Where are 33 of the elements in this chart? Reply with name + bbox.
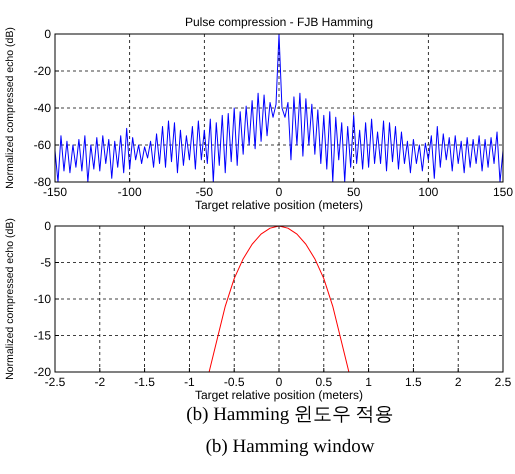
x-axis-title: Target relative position (meters) bbox=[194, 388, 364, 402]
y-tick-label: -10 bbox=[34, 292, 52, 306]
x-tick-label: -1 bbox=[184, 375, 196, 389]
y-tick-label: -15 bbox=[34, 328, 52, 342]
y-tick-label: -5 bbox=[40, 256, 52, 270]
x-tick-label: 2 bbox=[454, 375, 462, 389]
x-tick-label: 100 bbox=[418, 185, 439, 199]
x-tick-label: 0.5 bbox=[315, 375, 332, 389]
x-tick-label: 0 bbox=[276, 375, 283, 389]
x-tick-label: 0 bbox=[276, 185, 283, 199]
x-tick-label: 1 bbox=[365, 375, 372, 389]
y-axis-title: Normalized compressed echo (dB) bbox=[4, 27, 16, 189]
text: (b) Hamming window bbox=[206, 436, 375, 457]
x-tick-label: -1.5 bbox=[134, 375, 156, 389]
chart-title: Pulse compression - FJB Hamming bbox=[184, 15, 374, 29]
x-tick-label: 1.5 bbox=[405, 375, 422, 389]
y-tick-label: -60 bbox=[34, 138, 52, 152]
x-tick-label: -50 bbox=[196, 185, 214, 199]
x-tick-label: -0.5 bbox=[224, 375, 245, 389]
text: (b) Hamming 윈도우 적용 bbox=[186, 404, 394, 425]
line-series bbox=[208, 226, 350, 372]
y-axis-title: Normalized compressed echo (dB) bbox=[4, 218, 16, 380]
y-tick-label: 0 bbox=[44, 27, 52, 41]
x-tick-label: 50 bbox=[346, 185, 361, 199]
x-tick-label: -2 bbox=[94, 375, 106, 389]
line-series bbox=[54, 34, 504, 182]
y-tick-label: 0 bbox=[44, 219, 52, 233]
x-tick-label: 150 bbox=[492, 185, 514, 199]
x-axis-title: Target relative position (meters) bbox=[194, 198, 364, 212]
y-tick-label: -40 bbox=[34, 101, 52, 115]
y-tick-label: -20 bbox=[34, 64, 52, 78]
x-tick-label: 2.5 bbox=[494, 375, 512, 389]
x-tick-label: -100 bbox=[118, 185, 142, 199]
